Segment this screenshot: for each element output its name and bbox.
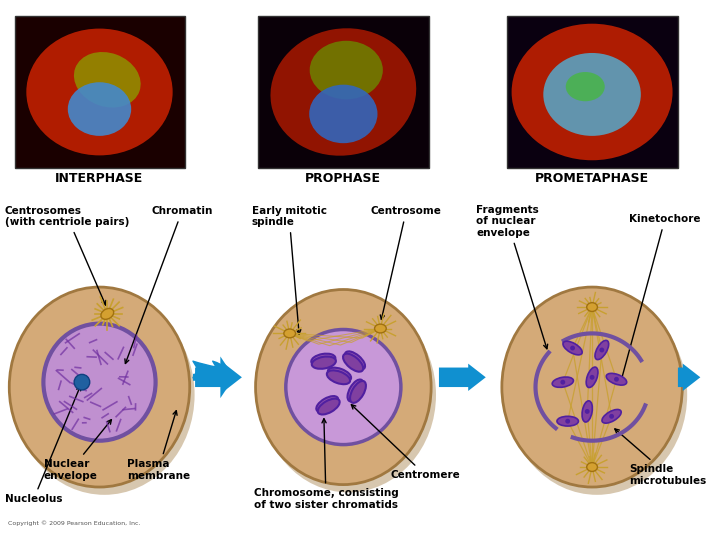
Ellipse shape (316, 396, 338, 412)
Text: Chromatin: Chromatin (125, 206, 212, 363)
Ellipse shape (590, 375, 595, 380)
Text: Kinetochore: Kinetochore (620, 214, 701, 383)
Ellipse shape (74, 52, 140, 107)
Ellipse shape (587, 303, 598, 312)
Text: PROMETAPHASE: PROMETAPHASE (535, 172, 649, 185)
Ellipse shape (560, 380, 565, 384)
Ellipse shape (585, 409, 590, 414)
Ellipse shape (284, 329, 295, 338)
Ellipse shape (312, 356, 336, 369)
Text: Fragments
of nuclear
envelope: Fragments of nuclear envelope (476, 205, 548, 349)
Text: PROPHASE: PROPHASE (305, 172, 382, 185)
Ellipse shape (544, 53, 641, 136)
Ellipse shape (310, 41, 383, 99)
FancyBboxPatch shape (14, 16, 185, 167)
Ellipse shape (566, 72, 605, 102)
Ellipse shape (614, 377, 619, 382)
Ellipse shape (9, 287, 189, 487)
Text: Nuclear
envelope: Nuclear envelope (44, 420, 112, 481)
FancyBboxPatch shape (507, 16, 678, 167)
Ellipse shape (318, 399, 340, 415)
Ellipse shape (507, 295, 687, 495)
Ellipse shape (350, 381, 366, 403)
Ellipse shape (14, 295, 194, 495)
Polygon shape (678, 363, 701, 391)
Ellipse shape (286, 329, 401, 444)
Ellipse shape (271, 28, 416, 156)
Ellipse shape (327, 370, 350, 384)
Ellipse shape (343, 354, 363, 372)
Circle shape (74, 374, 90, 390)
Ellipse shape (27, 29, 173, 156)
Ellipse shape (606, 373, 626, 385)
Text: Copyright © 2009 Pearson Education, Inc.: Copyright © 2009 Pearson Education, Inc. (8, 521, 140, 526)
Ellipse shape (599, 348, 604, 353)
Text: Centrosomes
(with centriole pairs): Centrosomes (with centriole pairs) (5, 206, 130, 305)
Ellipse shape (587, 463, 598, 471)
Ellipse shape (348, 380, 364, 401)
Text: Spindle
microtubules: Spindle microtubules (615, 429, 706, 485)
Ellipse shape (256, 289, 431, 484)
FancyBboxPatch shape (258, 16, 429, 167)
Ellipse shape (565, 418, 570, 423)
Text: Plasma
membrane: Plasma membrane (127, 411, 190, 481)
Polygon shape (195, 363, 242, 391)
Ellipse shape (570, 346, 575, 350)
Ellipse shape (43, 323, 156, 441)
Ellipse shape (595, 340, 608, 360)
Ellipse shape (345, 352, 365, 369)
Polygon shape (439, 363, 486, 391)
Ellipse shape (512, 24, 672, 160)
Ellipse shape (582, 401, 593, 422)
Ellipse shape (609, 414, 614, 418)
Text: Early mitotic
spindle: Early mitotic spindle (252, 206, 327, 334)
Ellipse shape (311, 354, 336, 366)
Ellipse shape (261, 298, 436, 492)
Text: Chromosome, consisting
of two sister chromatids: Chromosome, consisting of two sister chr… (253, 418, 398, 510)
Ellipse shape (552, 377, 573, 387)
Ellipse shape (374, 324, 386, 333)
Ellipse shape (586, 367, 598, 388)
Ellipse shape (502, 287, 683, 487)
Text: INTERPHASE: INTERPHASE (55, 172, 143, 185)
Ellipse shape (328, 368, 351, 381)
Ellipse shape (101, 308, 114, 319)
Text: Nucleolus: Nucleolus (5, 386, 81, 504)
Text: Centrosome: Centrosome (371, 206, 441, 320)
Text: Centromere: Centromere (351, 404, 460, 480)
Ellipse shape (309, 85, 377, 143)
Ellipse shape (557, 416, 578, 426)
Ellipse shape (602, 409, 621, 423)
Ellipse shape (68, 82, 131, 136)
Ellipse shape (563, 341, 582, 355)
